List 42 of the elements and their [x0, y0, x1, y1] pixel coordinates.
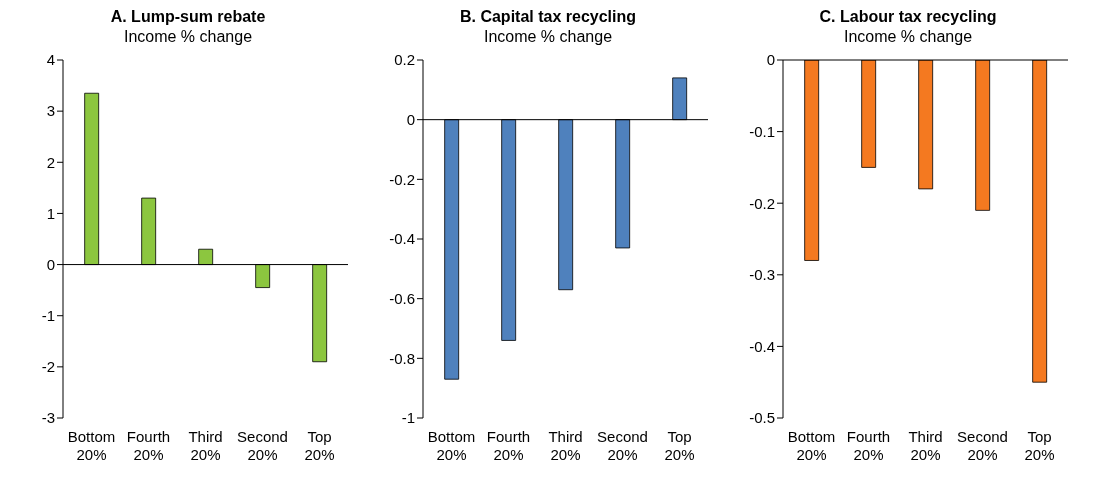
y-tick-label: -1	[401, 409, 415, 427]
x-tick-label: Second 20%	[597, 428, 648, 463]
y-tick-label: -0.3	[749, 266, 775, 284]
x-tick-label: Top 20%	[304, 428, 335, 463]
y-tick-label: -3	[41, 409, 55, 427]
x-tick-label: Top 20%	[1024, 428, 1055, 463]
y-tick-label: -0.2	[389, 170, 415, 188]
x-tick-label: Fourth 20%	[846, 428, 891, 463]
x-tick-label: Third 20%	[908, 428, 943, 463]
y-tick-label: 0	[406, 110, 415, 128]
y-tick-label: -0.6	[389, 289, 415, 307]
y-tick-label: -1	[41, 307, 55, 325]
y-tick-label: -0.4	[389, 230, 415, 248]
y-tick-label: 1	[46, 204, 55, 222]
x-tick-label: Third 20%	[548, 428, 583, 463]
x-tick-label: Second 20%	[957, 428, 1008, 463]
x-tick-label: Fourth 20%	[126, 428, 171, 463]
y-tick-label: 2	[46, 153, 55, 171]
chart-title: C. Labour tax recycling	[818, 8, 998, 27]
x-tick-label: Fourth 20%	[486, 428, 531, 463]
y-tick-label: -0.5	[749, 409, 775, 427]
y-tick-label: -0.4	[749, 337, 775, 355]
y-tick-label: 3	[46, 102, 55, 120]
x-tick-label: Third 20%	[188, 428, 223, 463]
y-tick-label: 0	[46, 255, 55, 273]
chart-subtitle: Income % change	[842, 28, 974, 47]
y-tick-label: 0.2	[394, 51, 415, 69]
y-tick-label: -0.8	[389, 349, 415, 367]
x-tick-label: Second 20%	[237, 428, 288, 463]
x-tick-label: Bottom 20%	[787, 428, 836, 463]
chart-title: A. Lump-sum rebate	[109, 8, 267, 27]
chart-subtitle: Income % change	[122, 28, 254, 47]
chart-subtitle: Income % change	[482, 28, 614, 47]
chart-title: B. Capital tax recycling	[458, 8, 638, 27]
x-tick-label: Bottom 20%	[67, 428, 116, 463]
y-tick-label: 0	[766, 51, 775, 69]
y-tick-label: -0.1	[749, 122, 775, 140]
x-tick-label: Bottom 20%	[427, 428, 476, 463]
y-tick-label: -0.2	[749, 194, 775, 212]
y-tick-label: -2	[41, 358, 55, 376]
y-tick-label: 4	[46, 51, 55, 69]
x-tick-label: Top 20%	[664, 428, 695, 463]
